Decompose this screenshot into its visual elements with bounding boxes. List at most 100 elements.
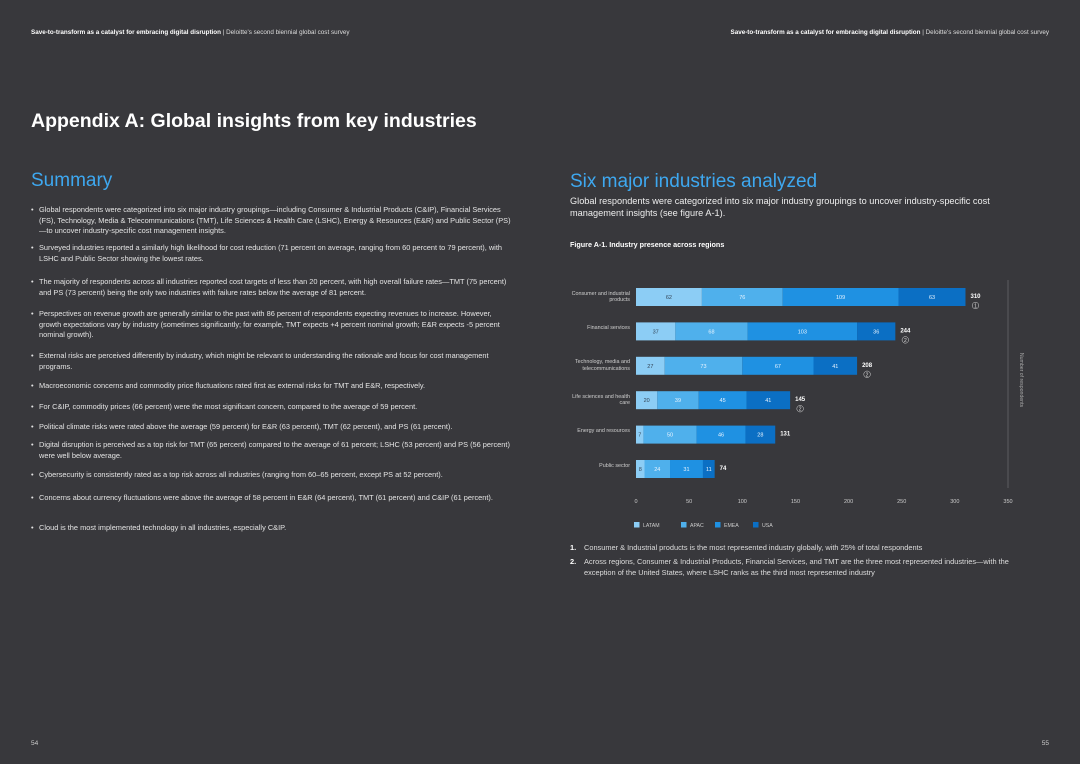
page-number: 55 bbox=[1041, 740, 1049, 747]
bullet: Political climate risks were rated above… bbox=[31, 422, 511, 433]
note-number: 2 bbox=[866, 372, 869, 378]
bar-segment bbox=[745, 425, 776, 444]
value-label: 11 bbox=[706, 467, 712, 473]
note-marker bbox=[971, 301, 980, 310]
value-label: 37 bbox=[653, 329, 659, 335]
note-number: 2 bbox=[904, 338, 907, 344]
x-axis-title: Number of respondents bbox=[1018, 353, 1024, 408]
header-rest: | Deloitte's second biennial global cost… bbox=[222, 29, 350, 36]
category-label: Energy and resources bbox=[577, 428, 630, 435]
header-rest: | Deloitte's second biennial global cost… bbox=[922, 29, 1049, 36]
footnote-text: Across regions, Consumer & Industrial Pr… bbox=[584, 557, 1009, 577]
note-marker bbox=[901, 336, 909, 344]
bullet: Global respondents were categorized into… bbox=[31, 205, 511, 237]
bar-segment bbox=[636, 356, 665, 375]
footnote-number: 1. bbox=[570, 543, 577, 552]
value-label: 8 bbox=[639, 467, 642, 473]
note-number: 2 bbox=[799, 407, 802, 413]
total-label: 208 bbox=[862, 363, 873, 369]
value-label: 103 bbox=[798, 329, 807, 335]
value-label: 28 bbox=[757, 433, 763, 439]
value-label: 31 bbox=[683, 467, 689, 473]
bar-segment bbox=[636, 288, 702, 306]
header-bold: Save-to-transform as a catalyst for embr… bbox=[730, 29, 921, 36]
running-header: Save-to-transform as a catalyst for embr… bbox=[31, 29, 350, 36]
note-marker bbox=[863, 370, 871, 378]
note-marker bbox=[796, 405, 804, 413]
legend-label: EMEA bbox=[724, 523, 739, 529]
bar-segment bbox=[698, 391, 747, 410]
bar-segment bbox=[813, 356, 858, 375]
value-label: 36 bbox=[873, 329, 879, 335]
legend-label: LATAM bbox=[643, 523, 660, 529]
bar-segment bbox=[636, 322, 676, 341]
bar-segment bbox=[644, 460, 671, 478]
x-tick-label: 0 bbox=[634, 499, 637, 505]
category-label: Technology, media and telecommunications bbox=[574, 359, 630, 372]
x-tick-label: 50 bbox=[686, 499, 692, 505]
value-label: 62 bbox=[666, 295, 672, 301]
bar-segment bbox=[857, 322, 896, 341]
x-tick-label: 100 bbox=[738, 499, 747, 505]
footnote-text: Consumer & Industrial products is the mo… bbox=[584, 543, 923, 552]
bullet: Cybersecurity is consistently rated as a… bbox=[31, 470, 511, 481]
bullet: Digital disruption is perceived as a top… bbox=[31, 440, 511, 461]
bar-segment bbox=[657, 391, 699, 410]
footnote-number: 2. bbox=[570, 557, 577, 566]
bar-segment bbox=[702, 460, 715, 478]
value-label: 41 bbox=[832, 364, 838, 370]
note-number: 1 bbox=[974, 304, 977, 310]
value-label: 39 bbox=[675, 398, 681, 404]
bullet: Macroeconomic concerns and commodity pri… bbox=[31, 381, 511, 392]
x-tick-label: 350 bbox=[1003, 499, 1012, 505]
intro: Global respondents were categorized into… bbox=[570, 196, 990, 218]
x-tick-label: 300 bbox=[950, 499, 959, 505]
bar-segment bbox=[675, 322, 748, 341]
bar-segment bbox=[670, 460, 703, 478]
bullet: For C&IP, commodity prices (66 percent) … bbox=[31, 402, 511, 413]
value-label: 45 bbox=[720, 398, 726, 404]
x-tick-label: 200 bbox=[844, 499, 853, 505]
legend-swatch bbox=[634, 522, 640, 528]
total-label: 131 bbox=[780, 432, 791, 438]
value-label: 76 bbox=[739, 295, 745, 301]
legend-swatch bbox=[681, 522, 687, 528]
bar-segment bbox=[643, 425, 697, 444]
bullet: Cloud is the most implemented technology… bbox=[31, 523, 511, 534]
value-label: 63 bbox=[929, 295, 935, 301]
value-label: 24 bbox=[654, 467, 660, 473]
section-heading: Summary bbox=[31, 170, 113, 191]
value-label: 68 bbox=[708, 329, 714, 335]
category-label: Public sector bbox=[599, 462, 630, 469]
page-title: Appendix A: Global insights from key ind… bbox=[31, 110, 477, 132]
bar-segment bbox=[782, 288, 899, 306]
bar-segment bbox=[747, 322, 858, 341]
x-tick-label: 150 bbox=[791, 499, 800, 505]
category-label: Consumer and industrial products bbox=[571, 290, 630, 303]
value-label: 67 bbox=[775, 364, 781, 370]
bar-segment bbox=[701, 288, 783, 306]
bar-segment bbox=[898, 288, 966, 306]
category-label: Financial services bbox=[587, 324, 630, 331]
bar-segment bbox=[696, 425, 746, 444]
figure-title: Figure A-1. Industry presence across reg… bbox=[570, 240, 725, 249]
x-tick-label: 250 bbox=[897, 499, 906, 505]
bar-segment bbox=[636, 460, 645, 478]
total-label: 74 bbox=[720, 466, 727, 472]
value-label: 46 bbox=[718, 433, 724, 439]
legend-label: USA bbox=[762, 523, 773, 529]
section-heading: Six major industries analyzed bbox=[570, 171, 818, 192]
bar-segment bbox=[746, 391, 791, 410]
bullet: External risks are perceived differently… bbox=[31, 351, 511, 372]
value-label: 7 bbox=[638, 433, 641, 439]
value-label: 50 bbox=[667, 433, 673, 439]
bullet: Perspectives on revenue growth are gener… bbox=[31, 309, 511, 341]
legend-label: APAC bbox=[690, 523, 704, 529]
total-label: 244 bbox=[900, 328, 911, 334]
legend-swatch bbox=[715, 522, 721, 528]
footnote: 2. Across regions, Consumer & Industrial … bbox=[570, 557, 1024, 578]
bullet: Surveyed industries reported a similarly… bbox=[31, 243, 511, 264]
footnote: 1. Consumer & Industrial products is the … bbox=[570, 543, 1024, 554]
